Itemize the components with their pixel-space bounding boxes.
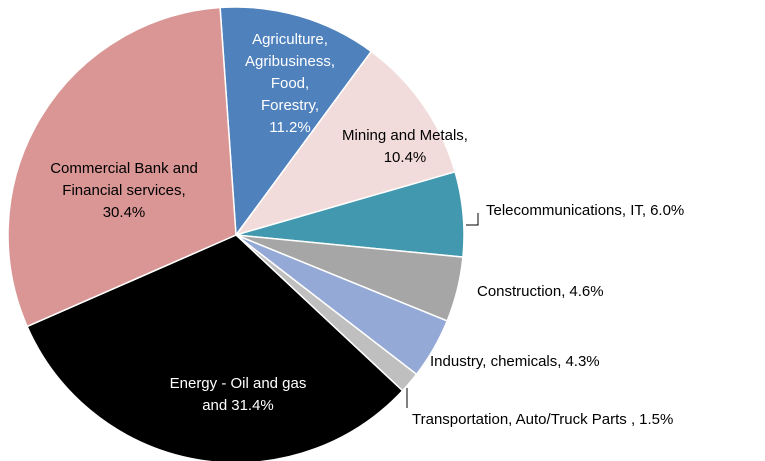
label-line: Mining and Metals, <box>342 127 468 144</box>
label-line: Forestry, <box>261 97 319 114</box>
label-line: Agriculture, <box>252 31 328 48</box>
value-label: 30.4% <box>103 204 146 221</box>
label-line: Construction, <box>477 283 565 300</box>
data-label: Energy - Oil and gas and 31.4% <box>170 375 307 414</box>
label-line: Commercial Bank and <box>50 160 198 177</box>
label-line: Industry, chemicals, <box>430 353 561 370</box>
value-label: 11.2% <box>269 119 310 136</box>
data-label: Construction, 4.6% <box>477 283 604 300</box>
value-label: 31.4% <box>231 397 274 414</box>
data-label: Commercial Bank and Financial services, 30… <box>50 160 198 221</box>
data-label: Mining and Metals, 10.4% <box>342 127 468 166</box>
pie-slice <box>26 234 404 461</box>
value-label: 10.4% <box>384 149 427 166</box>
pie-slice <box>219 6 373 238</box>
leader-line <box>466 213 479 226</box>
pie-slice <box>234 50 457 237</box>
data-label: Transportation, Auto/Truck Parts , 1.5% <box>412 411 673 428</box>
data-label: Industry, chemicals, 4.3% <box>430 353 600 370</box>
data-label: Telecommunications, IT, 6.0% <box>486 202 684 219</box>
label-line: Food, <box>271 75 309 92</box>
pie-slice <box>7 6 237 328</box>
value-label: 4.6% <box>569 283 603 300</box>
label-line: Financial services, <box>62 182 185 199</box>
label-line: Telecommunications, IT, <box>486 202 646 219</box>
label-line: Energy - Oil and gas <box>170 375 307 392</box>
value-label: 4.3% <box>565 353 599 370</box>
data-label: Agriculture, Agribusiness, Food, Forestry, 1… <box>245 31 335 136</box>
label-line: Agribusiness, <box>245 53 335 70</box>
value-label: 1.5% <box>639 411 673 428</box>
label-line: and <box>202 397 227 414</box>
label-line: Transportation, Auto/Truck Parts , <box>412 411 635 428</box>
value-label: 6.0% <box>650 202 684 219</box>
